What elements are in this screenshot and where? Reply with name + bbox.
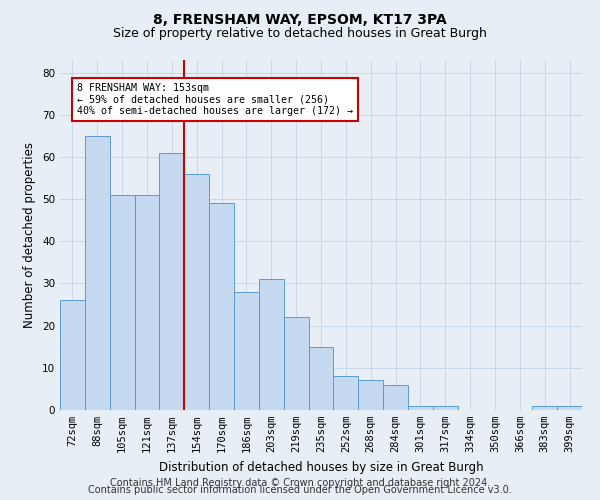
Text: 8 FRENSHAM WAY: 153sqm
← 59% of detached houses are smaller (256)
40% of semi-de: 8 FRENSHAM WAY: 153sqm ← 59% of detached… [77, 83, 353, 116]
Bar [184, 174, 209, 410]
Bar [433, 406, 458, 410]
Bar [160, 153, 184, 410]
Bar [383, 384, 408, 410]
Bar [110, 195, 134, 410]
Bar [234, 292, 259, 410]
Bar [209, 204, 234, 410]
Bar [557, 406, 582, 410]
Bar [308, 346, 334, 410]
Bar [358, 380, 383, 410]
Y-axis label: Number of detached properties: Number of detached properties [23, 142, 37, 328]
Text: 8, FRENSHAM WAY, EPSOM, KT17 3PA: 8, FRENSHAM WAY, EPSOM, KT17 3PA [153, 12, 447, 26]
X-axis label: Distribution of detached houses by size in Great Burgh: Distribution of detached houses by size … [158, 460, 484, 473]
Bar [284, 317, 308, 410]
Text: Contains public sector information licensed under the Open Government Licence v3: Contains public sector information licen… [88, 485, 512, 495]
Bar [408, 406, 433, 410]
Bar [334, 376, 358, 410]
Text: Contains HM Land Registry data © Crown copyright and database right 2024.: Contains HM Land Registry data © Crown c… [110, 478, 490, 488]
Text: Size of property relative to detached houses in Great Burgh: Size of property relative to detached ho… [113, 28, 487, 40]
Bar [532, 406, 557, 410]
Bar [60, 300, 85, 410]
Bar [259, 280, 284, 410]
Bar [85, 136, 110, 410]
Bar [134, 195, 160, 410]
